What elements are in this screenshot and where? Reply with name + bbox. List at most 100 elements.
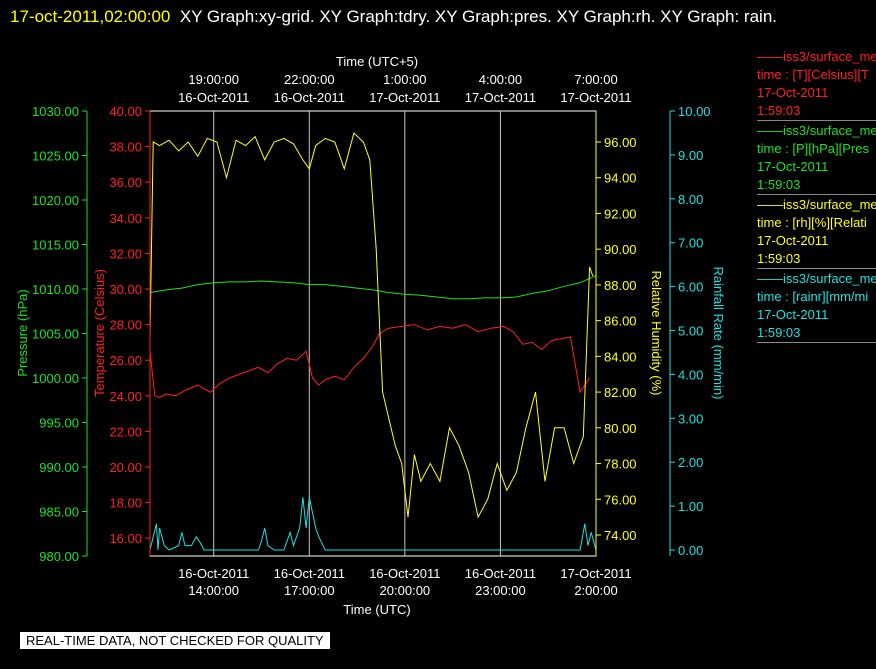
pressure-tick-label: 1020.00 (32, 193, 79, 208)
temperature-tick-label: 18.00 (109, 496, 142, 511)
rainfall-tick-label: 1.00 (678, 499, 703, 514)
pressure-tick-label: 980.00 (39, 549, 79, 564)
quality-notice: REAL-TIME DATA, NOT CHECKED FOR QUALITY (20, 632, 330, 649)
legend-label: time : [rh][%][Relati (757, 215, 867, 230)
humidity-tick-label: 78.00 (604, 457, 637, 472)
humidity-tick-label: 92.00 (604, 206, 637, 221)
rainfall-series-line (149, 497, 597, 551)
legend-date: 17-Oct-2011 (757, 233, 829, 248)
x-bottom-tick-date: 16-Oct-2011 (369, 566, 440, 581)
temperature-tick-label: 40.00 (109, 104, 142, 119)
rainfall-tick-label: 5.00 (678, 324, 703, 339)
pressure-tick-label: 1000.00 (32, 371, 79, 386)
legend-source: ——iss3/surface_me (757, 49, 876, 64)
humidity-series-line (149, 132, 594, 519)
rainfall-tick-label: 7.00 (678, 236, 703, 251)
temperature-tick-label: 24.00 (109, 389, 142, 404)
rainfall-axis-label: Rainfall Rate (mm/min) (711, 267, 726, 400)
rainfall-tick-label: 2.00 (678, 455, 703, 470)
x-top-tick-time: 19:00:00 (188, 72, 239, 87)
pressure-axis-label: Pressure (hPa) (15, 289, 30, 376)
legend-label: time : [rainr][mm/mi (757, 289, 869, 304)
x-top-tick-date: 17-Oct-2011 (369, 90, 440, 105)
temperature-tick-label: 26.00 (109, 353, 142, 368)
x-top-tick-date: 16-Oct-2011 (274, 90, 345, 105)
humidity-tick-label: 80.00 (604, 421, 637, 436)
legend-source: ——iss3/surface_me (757, 271, 876, 286)
pressure-series-line (149, 275, 597, 300)
pressure-tick-label: 1010.00 (32, 282, 79, 297)
x-top-tick-date: 17-Oct-2011 (560, 90, 631, 105)
legend-label: time : [P][hPa][Pres (757, 141, 869, 156)
temperature-tick-label: 22.00 (109, 424, 142, 439)
humidity-tick-label: 84.00 (604, 349, 637, 364)
temperature-tick-label: 20.00 (109, 460, 142, 475)
rainfall-tick-label: 8.00 (678, 192, 703, 207)
x-bottom-axis-label: Time (UTC) (343, 602, 410, 617)
legend-date: 17-Oct-2011 (757, 85, 829, 100)
legend-time: 1:59:03 (757, 103, 801, 118)
rainfall-tick-label: 6.00 (678, 280, 703, 295)
legend-time: 1:59:03 (757, 251, 801, 266)
pressure-tick-label: 1030.00 (32, 104, 79, 119)
x-top-axis-label: Time (UTC+5) (336, 54, 418, 69)
x-bottom-tick-date: 16-Oct-2011 (178, 566, 249, 581)
legend-item: ——iss3/surface_me time : [rainr][mm/mi 17-… (757, 270, 876, 343)
x-bottom-tick-date: 16-Oct-2011 (274, 566, 345, 581)
pressure-tick-label: 1005.00 (32, 327, 79, 342)
x-top-tick-time: 4:00:00 (479, 72, 522, 87)
temperature-tick-label: 36.00 (109, 175, 142, 190)
temperature-tick-label: 32.00 (109, 246, 142, 261)
rainfall-tick-label: 4.00 (678, 367, 703, 382)
temperature-tick-label: 30.00 (109, 282, 142, 297)
temperature-axis-label: Temperature (Celsius) (92, 269, 107, 397)
legend-date: 17-Oct-2011 (757, 159, 829, 174)
x-top-tick-time: 22:00:00 (284, 72, 335, 87)
plot-frame (149, 110, 597, 557)
temperature-series-line (149, 324, 591, 399)
rainfall-tick-label: 10.00 (678, 104, 711, 119)
legend-source: ——iss3/surface_me (757, 197, 876, 212)
x-top-tick-date: 17-Oct-2011 (465, 90, 536, 105)
humidity-tick-label: 76.00 (604, 492, 637, 507)
humidity-tick-label: 86.00 (604, 314, 637, 329)
graph-titles: XY Graph:xy-grid. XY Graph:tdry. XY Grap… (179, 7, 778, 26)
x-top-tick-date: 16-Oct-2011 (178, 90, 249, 105)
x-bottom-tick-date: 17-Oct-2011 (560, 566, 631, 581)
humidity-tick-label: 96.00 (604, 135, 637, 150)
temperature-tick-label: 16.00 (109, 531, 142, 546)
pressure-tick-label: 1025.00 (32, 149, 79, 164)
humidity-tick-label: 82.00 (604, 385, 637, 400)
pressure-tick-label: 995.00 (39, 416, 79, 431)
rainfall-tick-label: 3.00 (678, 411, 703, 426)
humidity-tick-label: 74.00 (604, 528, 637, 543)
rainfall-tick-label: 9.00 (678, 148, 703, 163)
legend-label: time : [T][Celsius][T (757, 67, 869, 82)
legend-source: ——iss3/surface_me (757, 123, 876, 138)
x-bottom-tick-time: 2:00:00 (574, 583, 617, 598)
x-bottom-tick-date: 16-Oct-2011 (465, 566, 536, 581)
x-bottom-tick-time: 20:00:00 (380, 583, 431, 598)
humidity-axis-label: Relative Humidity (%) (649, 271, 664, 396)
pressure-tick-label: 1015.00 (32, 238, 79, 253)
temperature-tick-label: 28.00 (109, 318, 142, 333)
humidity-tick-label: 94.00 (604, 171, 637, 186)
rainfall-tick-label: 0.00 (678, 543, 703, 558)
legend-time: 1:59:03 (757, 325, 801, 340)
humidity-tick-label: 88.00 (604, 278, 637, 293)
legend-time: 1:59:03 (757, 177, 801, 192)
temperature-tick-label: 38.00 (109, 140, 142, 155)
x-bottom-tick-time: 17:00:00 (284, 583, 335, 598)
timestamp: 17-oct-2011,02:00:00 (10, 7, 171, 26)
legend: ——iss3/surface_me time : [T][Celsius][T 17… (757, 48, 876, 344)
x-bottom-tick-time: 23:00:00 (475, 583, 526, 598)
pressure-tick-label: 990.00 (39, 460, 79, 475)
pressure-tick-label: 985.00 (39, 505, 79, 520)
x-top-tick-time: 1:00:00 (383, 72, 426, 87)
humidity-tick-label: 90.00 (604, 242, 637, 257)
graph-header: 17-oct-2011,02:00:00 XY Graph:xy-grid. X… (10, 3, 860, 31)
